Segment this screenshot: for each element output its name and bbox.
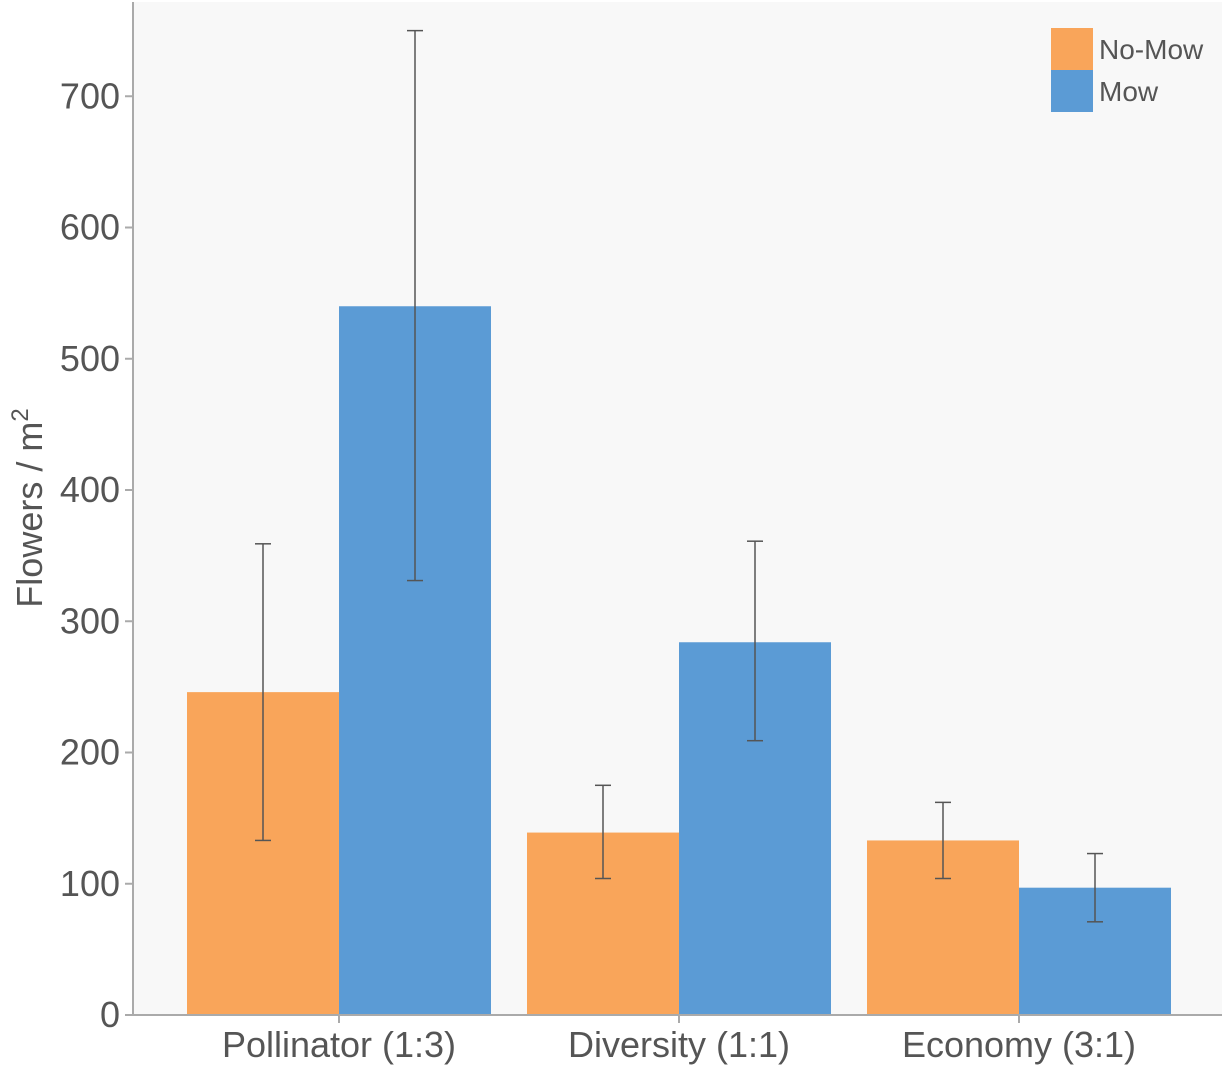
legend: No-Mow Mow xyxy=(1051,28,1204,112)
y-tick-label: 500 xyxy=(60,338,120,379)
legend-label-mow: Mow xyxy=(1099,76,1159,107)
legend-label-no-mow: No-Mow xyxy=(1099,34,1204,65)
x-tick-label: Economy (3:1) xyxy=(902,1024,1136,1065)
y-tick-label: 700 xyxy=(60,75,120,116)
legend-swatch-no-mow xyxy=(1051,28,1093,70)
y-tick-label: 200 xyxy=(60,732,120,773)
y-tick-label: 100 xyxy=(60,863,120,904)
y-tick-label: 0 xyxy=(100,994,120,1035)
error-bar-no-mow-3 xyxy=(935,801,951,880)
y-axis-title-text: Flowers / m xyxy=(9,422,50,608)
y-tick-label: 400 xyxy=(60,469,120,510)
legend-swatch-mow xyxy=(1051,70,1093,112)
error-bars xyxy=(255,29,1103,923)
error-bar-no-mow-1 xyxy=(255,543,271,842)
x-tick-label: Diversity (1:1) xyxy=(568,1024,790,1065)
y-tick-label: 600 xyxy=(60,207,120,248)
x-tick-label: Pollinator (1:3) xyxy=(222,1024,456,1065)
error-bar-mow-3 xyxy=(1087,852,1103,923)
y-axis-title-superscript: 2 xyxy=(7,408,34,421)
y-tick-label: 300 xyxy=(60,600,120,641)
error-bar-no-mow-2 xyxy=(595,784,611,880)
error-bar-mow-1 xyxy=(407,29,423,582)
y-axis-ticks: 0 100 200 300 400 500 600 700 xyxy=(60,75,133,1035)
x-axis-ticks: Pollinator (1:3) Diversity (1:1) Economy (… xyxy=(222,1015,1136,1065)
y-axis-title: Flowers / m2 xyxy=(7,408,50,607)
error-bar-mow-2 xyxy=(747,540,763,742)
